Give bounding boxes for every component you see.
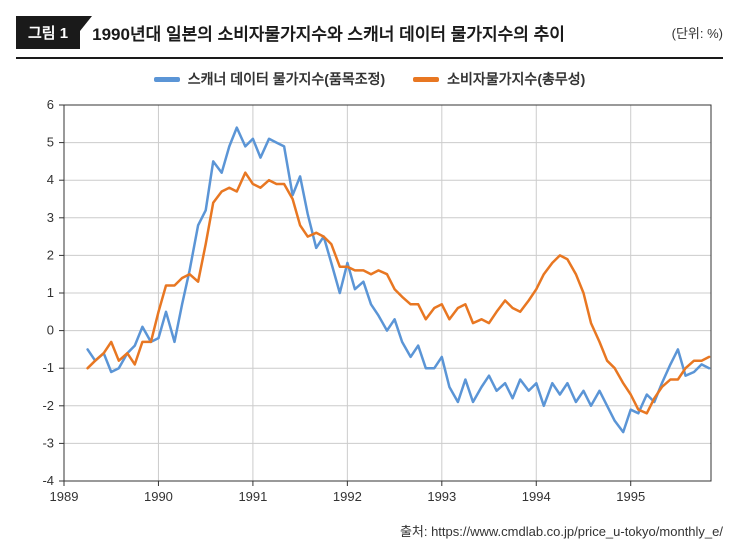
legend-swatch-cpi [413, 77, 439, 82]
unit-label: (단위: %) [672, 23, 723, 42]
chart-title: 1990년대 일본의 소비자물가지수와 스캐너 데이터 물가지수의 추이 [92, 20, 660, 45]
svg-text:1992: 1992 [333, 489, 362, 504]
svg-text:2: 2 [47, 247, 54, 262]
svg-text:1993: 1993 [427, 489, 456, 504]
svg-text:5: 5 [47, 135, 54, 150]
legend-swatch-scanner [154, 77, 180, 82]
svg-text:-4: -4 [42, 473, 54, 488]
svg-text:-2: -2 [42, 398, 54, 413]
chart-header: 그림 1 1990년대 일본의 소비자물가지수와 스캐너 데이터 물가지수의 추… [16, 16, 723, 49]
legend-item-cpi: 소비자물가지수(총무성) [413, 69, 585, 89]
svg-text:1989: 1989 [50, 489, 79, 504]
svg-text:0: 0 [47, 323, 54, 338]
svg-text:1990: 1990 [144, 489, 173, 504]
svg-text:3: 3 [47, 210, 54, 225]
svg-text:4: 4 [47, 172, 54, 187]
svg-text:1: 1 [47, 285, 54, 300]
svg-text:6: 6 [47, 97, 54, 112]
chart-area: -4 -3 -2 -1 0 1 2 3 4 5 6 1989 1990 1991 1992 1993 1994 1… [16, 95, 723, 515]
svg-text:1994: 1994 [522, 489, 551, 504]
line-chart-svg: -4 -3 -2 -1 0 1 2 3 4 5 6 1989 1990 1991 1992 1993 1994 1… [16, 95, 723, 515]
legend: 스캐너 데이터 물가지수(품목조정) 소비자물가지수(총무성) [16, 69, 723, 89]
legend-label-scanner: 스캐너 데이터 물가지수(품목조정) [188, 69, 385, 89]
svg-text:-3: -3 [42, 435, 54, 450]
header-rule [16, 57, 723, 59]
source-text: 출처: https://www.cmdlab.co.jp/price_u-tok… [16, 521, 723, 540]
svg-text:-1: -1 [42, 360, 54, 375]
svg-text:1995: 1995 [616, 489, 645, 504]
legend-item-scanner: 스캐너 데이터 물가지수(품목조정) [154, 69, 385, 89]
svg-text:1991: 1991 [238, 489, 267, 504]
figure-badge: 그림 1 [16, 16, 80, 49]
legend-label-cpi: 소비자물가지수(총무성) [447, 69, 585, 89]
